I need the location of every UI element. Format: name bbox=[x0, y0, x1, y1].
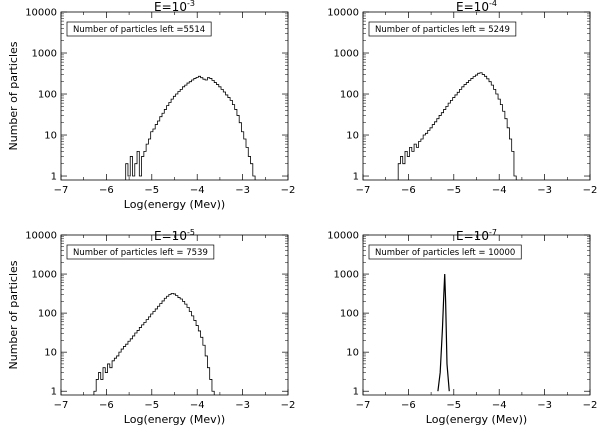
particles-left-label: Number of particles left = 5249 bbox=[375, 25, 510, 35]
y-tick-label: 10000 bbox=[25, 8, 57, 19]
x-tick-label: −6 bbox=[99, 400, 114, 411]
x-tick-label: −4 bbox=[492, 400, 507, 411]
y-tick-label: 10000 bbox=[25, 231, 57, 242]
y-tick-label: 1000 bbox=[334, 270, 359, 281]
chart-title-exponent: -7 bbox=[489, 228, 497, 237]
series-line bbox=[437, 274, 450, 392]
chart-title-base: E=10 bbox=[154, 0, 187, 14]
y-tick-label: 1 bbox=[51, 172, 57, 183]
x-tick-label: −2 bbox=[281, 400, 296, 411]
x-tick-label: −2 bbox=[281, 185, 296, 196]
particles-left-box bbox=[66, 21, 212, 37]
x-tick-label: −4 bbox=[492, 185, 507, 196]
y-tick-label: 10000 bbox=[327, 8, 359, 19]
y-tick-label: 1000 bbox=[334, 49, 359, 60]
y-tick-label: 10 bbox=[44, 131, 57, 142]
y-tick-label: 1000 bbox=[32, 49, 57, 60]
x-tick-label: −4 bbox=[190, 400, 205, 411]
x-tick-label: −6 bbox=[99, 185, 114, 196]
series-line bbox=[125, 75, 256, 180]
series-line bbox=[93, 292, 215, 395]
x-tick-label: −3 bbox=[537, 400, 552, 411]
particles-left-box bbox=[368, 21, 517, 37]
chart-title-base: E=10 bbox=[456, 0, 489, 14]
particles-left-box bbox=[66, 244, 215, 260]
x-tick-label: −5 bbox=[446, 185, 461, 196]
y-tick-label: 10 bbox=[44, 348, 57, 359]
y-tick-label: 10 bbox=[346, 348, 359, 359]
x-tick-label: −7 bbox=[356, 185, 371, 196]
y-tick-label: 100 bbox=[38, 90, 57, 101]
x-tick-label: −6 bbox=[401, 185, 416, 196]
x-tick-label: −2 bbox=[583, 400, 598, 411]
x-tick-label: −2 bbox=[583, 185, 598, 196]
chart-title-exponent: -4 bbox=[489, 0, 497, 8]
chart-panel-4: E=10-7 Number of particles left = 10000 −7… bbox=[327, 228, 597, 426]
x-tick-label: −7 bbox=[54, 185, 69, 196]
x-tick-label: −3 bbox=[537, 185, 552, 196]
x-tick-label: −3 bbox=[235, 400, 250, 411]
chart-title-exponent: -3 bbox=[187, 0, 195, 8]
x-tick-label: −7 bbox=[356, 400, 371, 411]
y-tick-label: 1 bbox=[353, 387, 359, 398]
chart-title: E=10-4 bbox=[456, 0, 497, 14]
chart-title-base: E=10 bbox=[154, 229, 187, 243]
y-tick-label: 1000 bbox=[32, 270, 57, 281]
particles-left-box bbox=[368, 244, 522, 260]
particles-left-label: Number of particles left =5514 bbox=[73, 25, 205, 35]
x-tick-label: −6 bbox=[401, 400, 416, 411]
plot-frame bbox=[362, 11, 591, 181]
y-tick-label: 100 bbox=[340, 309, 359, 320]
chart-title: E=10-5 bbox=[154, 228, 195, 243]
chart-panel-2: E=10-4 Number of particles left = 5249 −7 −… bbox=[327, 0, 597, 196]
y-tick-label: 1 bbox=[51, 387, 57, 398]
chart-panel-3: E=10-5 Number of particles left = 7539 −7 −… bbox=[7, 228, 295, 426]
x-axis-label: Log(energy (Mev)) bbox=[124, 198, 225, 211]
chart-title-base: E=10 bbox=[456, 229, 489, 243]
y-axis-label: Number of particles bbox=[7, 260, 20, 369]
y-tick-label: 1 bbox=[353, 172, 359, 183]
x-tick-label: −5 bbox=[144, 400, 159, 411]
series-line bbox=[397, 72, 517, 180]
chart-title: E=10-7 bbox=[456, 228, 497, 243]
y-axis-label: Number of particles bbox=[7, 41, 20, 150]
chart-title: E=10-3 bbox=[154, 0, 195, 14]
particles-left-label: Number of particles left = 7539 bbox=[73, 248, 208, 258]
y-tick-label: 100 bbox=[340, 90, 359, 101]
y-tick-label: 100 bbox=[38, 309, 57, 320]
chart-panel-1: E=10-3 Number of particles left =5514 −7 −6… bbox=[7, 0, 295, 211]
chart-title-exponent: -5 bbox=[187, 228, 195, 237]
x-tick-label: −4 bbox=[190, 185, 205, 196]
y-tick-label: 10 bbox=[346, 131, 359, 142]
x-tick-label: −5 bbox=[144, 185, 159, 196]
x-axis-label: Log(energy (Mev)) bbox=[426, 413, 527, 426]
x-tick-label: −3 bbox=[235, 185, 250, 196]
x-axis-label: Log(energy (Mev)) bbox=[124, 413, 225, 426]
x-tick-label: −7 bbox=[54, 400, 69, 411]
particles-left-label: Number of particles left = 10000 bbox=[375, 248, 515, 258]
y-tick-label: 10000 bbox=[327, 231, 359, 242]
x-tick-label: −5 bbox=[446, 400, 461, 411]
